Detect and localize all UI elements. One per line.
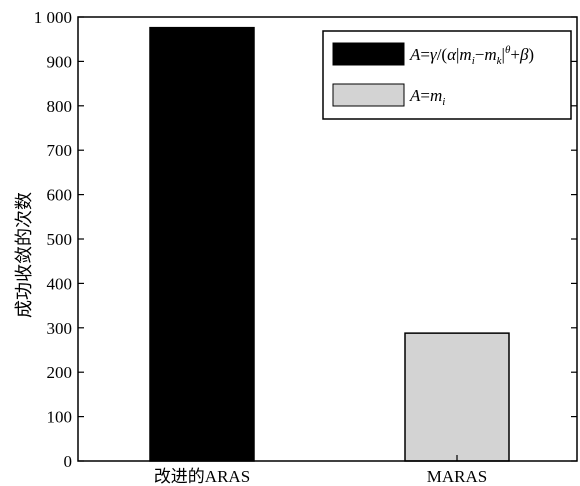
y-tick-label: 800 [47, 97, 73, 116]
x-tick-label: 改进的ARAS [154, 467, 250, 486]
y-tick-label: 500 [47, 230, 73, 249]
x-ticks-group: 改进的ARAS MARAS [154, 455, 487, 486]
y-ticks-group: 0 100 200 300 400 500 600 700 800 900 1 000 [34, 8, 577, 471]
y-tick-label: 0 [64, 452, 73, 471]
y-tick-label: 900 [47, 52, 73, 71]
y-tick-label: 300 [47, 319, 73, 338]
legend: A=γ/(α|mi−mk|θ+β) A=mi [322, 30, 572, 120]
bars-group [149, 26, 510, 462]
bar-improved-aras [149, 26, 255, 462]
y-tick-label: 200 [47, 363, 73, 382]
y-tick-label: 700 [47, 141, 73, 160]
y-tick-label: 600 [47, 186, 73, 205]
y-tick-label: 400 [47, 274, 73, 293]
y-axis-label: 成功收敛的次数 [14, 192, 35, 318]
y-tick-label: 100 [47, 408, 73, 427]
plot-frame [77, 16, 578, 462]
legend-swatch-maras [332, 83, 405, 107]
legend-swatch-improved-aras [332, 42, 405, 66]
x-tick-label: MARAS [427, 467, 487, 486]
legend-label-improved-aras: A=γ/(α|mi−mk|θ+β) [409, 44, 534, 67]
bar-maras [404, 332, 510, 462]
y-tick-label: 1 000 [34, 8, 72, 27]
legend-label-maras: A=mi [409, 86, 445, 108]
